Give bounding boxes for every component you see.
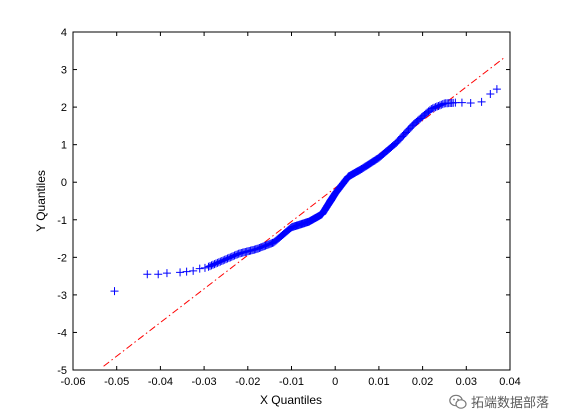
data-point [200, 263, 209, 272]
y-tick-label: 0 [61, 177, 67, 189]
watermark: 拓端数据部落 [449, 392, 549, 411]
data-point [466, 98, 475, 107]
data-point [110, 287, 119, 296]
data-point [154, 270, 163, 279]
data-point [457, 98, 466, 107]
x-tick-label: 0.04 [499, 376, 520, 388]
y-tick-label: -4 [57, 327, 67, 339]
data-point [143, 270, 152, 279]
wechat-icon [449, 394, 467, 409]
data-point [182, 267, 191, 276]
y-tick-label: -5 [57, 365, 67, 377]
y-tick-label: 3 [61, 65, 67, 77]
x-tick-label: -0.04 [148, 376, 173, 388]
y-tick-label: -2 [57, 252, 67, 264]
x-tick-label: -0.05 [104, 376, 129, 388]
data-point [189, 266, 198, 275]
y-tick-label: -3 [57, 290, 67, 302]
y-axis-title: Y Quantiles [34, 170, 48, 232]
plot-background [73, 32, 510, 370]
x-tick-label: -0.02 [235, 376, 260, 388]
data-points-layer [110, 85, 501, 296]
data-point [477, 97, 486, 106]
data-point [492, 85, 501, 94]
watermark-text: 拓端数据部落 [470, 396, 549, 411]
y-tick-label: 4 [61, 27, 67, 39]
x-tick-label: -0.03 [192, 376, 217, 388]
x-tick-label: -0.01 [279, 376, 304, 388]
y-axis-ticks: -5 -4 -3 -2 -1 0 1 2 3 4 [57, 27, 510, 377]
data-point [176, 268, 185, 277]
y-tick-label: -1 [57, 215, 67, 227]
x-axis-ticks: -0.06 -0.05 -0.04 -0.03 -0.02 -0.01 0 0.01 0.02 0… [60, 32, 521, 388]
x-tick-label: 0 [332, 376, 338, 388]
data-point [486, 89, 495, 98]
x-tick-label: 0.02 [412, 376, 433, 388]
y-tick-label: 1 [61, 140, 67, 152]
x-tick-label: -0.06 [60, 376, 85, 388]
data-point [195, 264, 204, 273]
x-tick-label: 0.03 [456, 376, 477, 388]
data-point [162, 269, 171, 278]
x-axis-title: X Quantiles [260, 393, 322, 407]
x-tick-label: 0.01 [368, 376, 389, 388]
y-tick-label: 2 [61, 102, 67, 114]
